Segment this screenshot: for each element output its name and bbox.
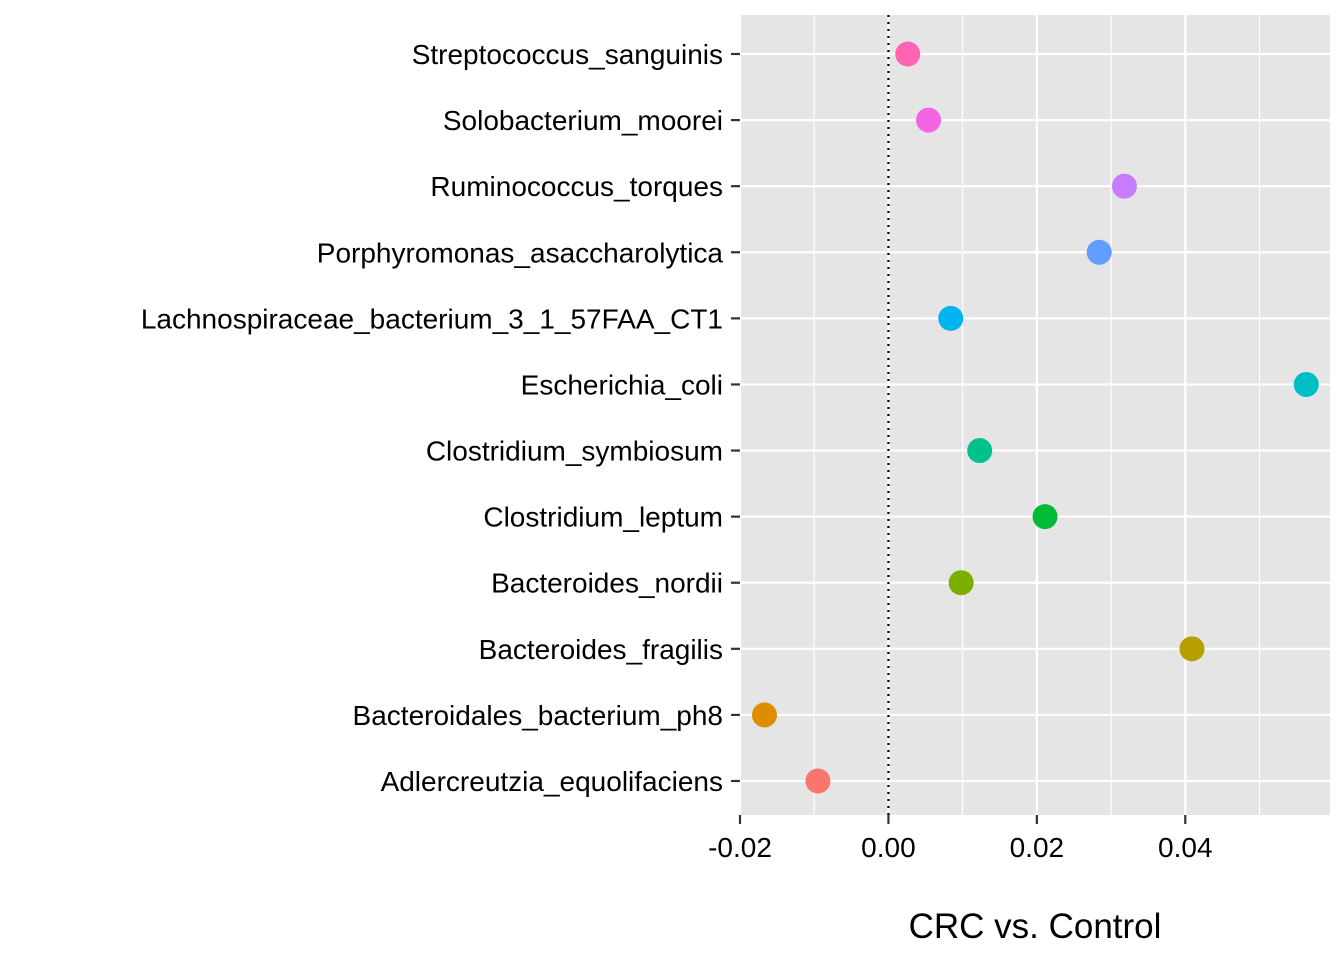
x-axis: -0.02 0.00 0.02 0.04 — [708, 815, 1213, 863]
y-tick-label: Ruminococcus_torques — [430, 171, 723, 202]
data-point — [967, 438, 993, 464]
data-point — [1179, 636, 1205, 662]
x-tick-label: 0.04 — [1158, 832, 1213, 863]
y-tick-label: Streptococcus_sanguinis — [412, 39, 723, 70]
data-points — [751, 41, 1319, 794]
y-tick-label: Lachnospiraceae_bacterium_3_1_57FAA_CT1 — [141, 303, 723, 334]
y-tick-label: Solobacterium_moorei — [443, 105, 723, 136]
y-tick-label: Porphyromonas_asaccharolytica — [317, 237, 724, 268]
data-point — [1111, 173, 1137, 199]
data-point — [1086, 239, 1112, 265]
plot-panel — [740, 15, 1330, 815]
data-point — [916, 107, 942, 133]
data-point — [751, 702, 777, 728]
x-tick-label: -0.02 — [708, 832, 772, 863]
x-axis-title: CRC vs. Control — [909, 907, 1162, 946]
data-point — [1032, 504, 1058, 530]
y-tick-label: Adlercreutzia_equolifaciens — [381, 766, 723, 797]
data-point — [938, 305, 964, 331]
y-tick-label: Escherichia_coli — [521, 369, 723, 400]
y-axis: Adlercreutzia_equolifaciens Bacteroidales… — [141, 39, 740, 797]
data-point — [948, 570, 974, 596]
y-tick-label: Bacteroidales_bacterium_ph8 — [353, 700, 723, 731]
data-point — [1293, 371, 1319, 397]
x-tick-label: 0.02 — [1010, 832, 1065, 863]
y-tick-label: Bacteroides_fragilis — [479, 634, 723, 665]
data-point — [895, 41, 921, 67]
panel-background — [740, 15, 1330, 815]
data-point — [805, 768, 831, 794]
y-tick-label: Clostridium_symbiosum — [426, 436, 723, 467]
x-tick-label: 0.00 — [861, 832, 916, 863]
y-tick-label: Bacteroides_nordii — [491, 568, 723, 599]
y-tick-label: Clostridium_leptum — [483, 502, 723, 533]
